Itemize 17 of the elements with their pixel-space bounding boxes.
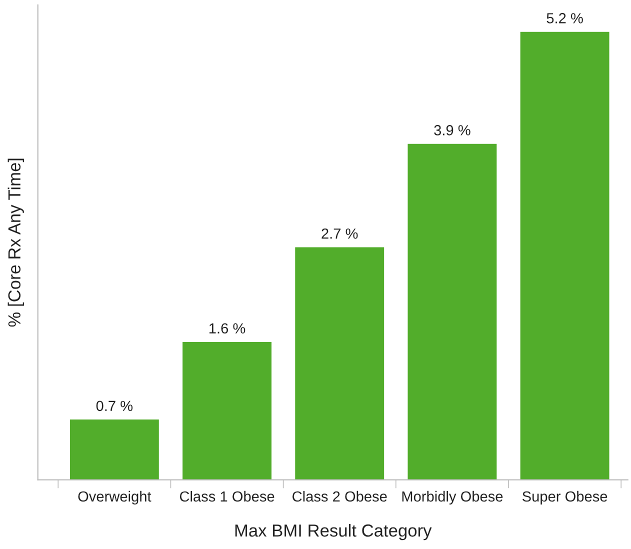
bar bbox=[408, 144, 497, 480]
data-label: 3.9 % bbox=[434, 125, 470, 136]
x-tick-label: Super Obese bbox=[522, 490, 608, 505]
data-label: 0.7 % bbox=[96, 400, 133, 412]
y-axis-title: % [Core Rx Any Time] bbox=[8, 158, 24, 327]
data-label: 2.7 % bbox=[322, 228, 358, 239]
bar bbox=[70, 420, 159, 480]
x-axis-title: Max BMI Result Category bbox=[235, 524, 432, 540]
x-tick-label: Morbidly Obese bbox=[402, 490, 503, 505]
bar bbox=[520, 32, 610, 480]
x-tick-label: Class 2 Obese bbox=[292, 490, 387, 502]
bar bbox=[295, 247, 384, 480]
bar bbox=[182, 342, 272, 480]
data-label: 1.6 % bbox=[209, 323, 246, 334]
data-label: 5.2 % bbox=[546, 13, 583, 24]
x-tick-label: Class 1 Obese bbox=[180, 490, 274, 502]
x-tick-label: Overweight bbox=[78, 490, 152, 505]
